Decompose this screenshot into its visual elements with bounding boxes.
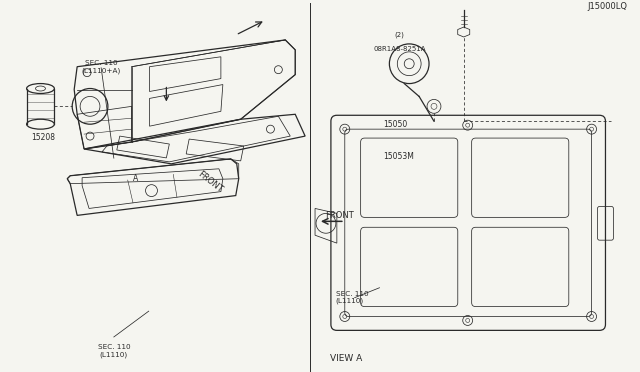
Text: VIEW A: VIEW A: [330, 353, 362, 363]
Text: 15053M: 15053M: [383, 152, 414, 161]
Text: SEC. 110
(L1110): SEC. 110 (L1110): [336, 291, 369, 304]
Text: (2): (2): [394, 31, 404, 38]
Text: SEC. 110
(L1110): SEC. 110 (L1110): [97, 344, 130, 358]
Text: A: A: [133, 174, 139, 183]
Text: FRONT: FRONT: [325, 211, 354, 220]
Text: FRONT: FRONT: [196, 170, 225, 195]
Text: J15000LQ: J15000LQ: [588, 1, 628, 11]
Text: 15050: 15050: [383, 121, 408, 129]
Text: 08R1A8-8251A: 08R1A8-8251A: [374, 46, 426, 52]
Text: 15208: 15208: [31, 133, 56, 142]
Text: SEC. 110
(L1110+A): SEC. 110 (L1110+A): [81, 60, 121, 74]
